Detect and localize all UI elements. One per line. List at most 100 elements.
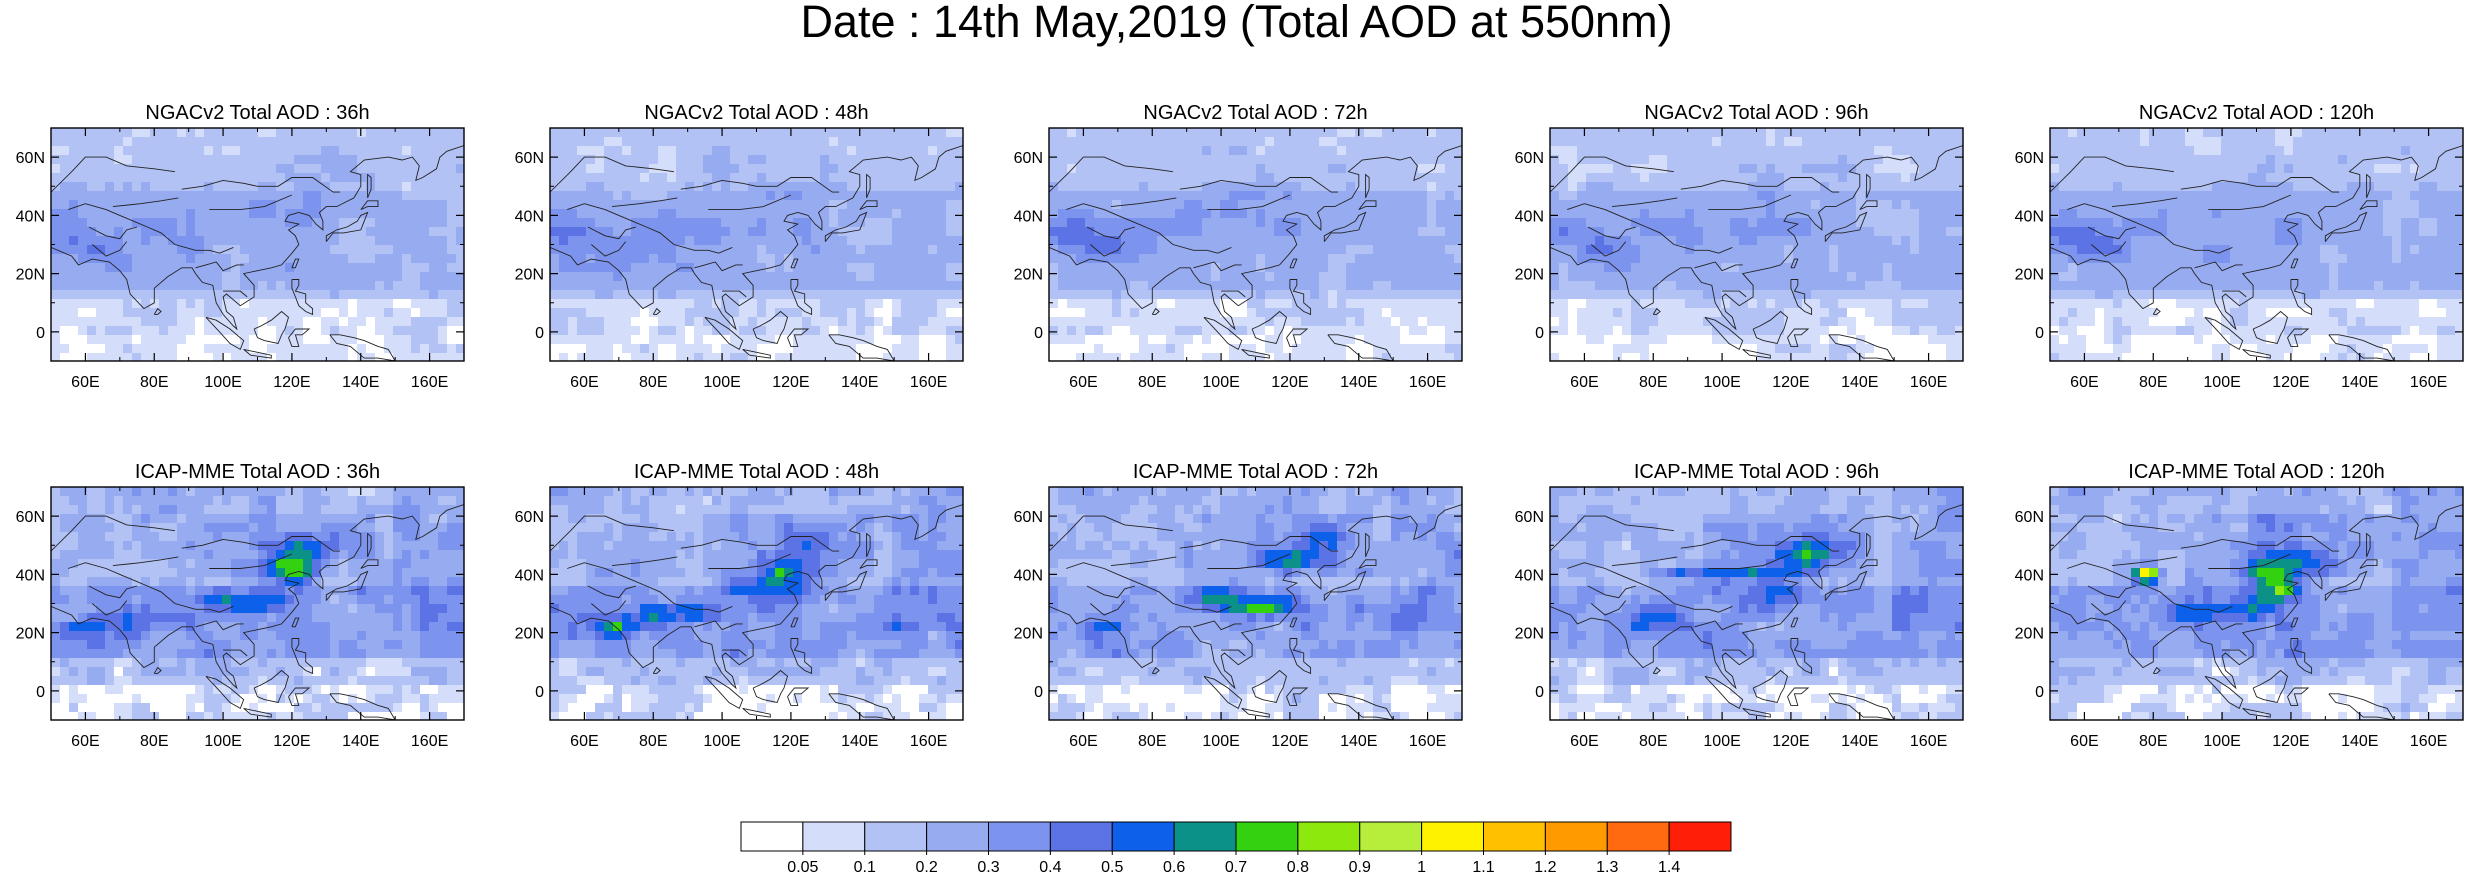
lat-tick-label: 0: [2035, 684, 2044, 701]
aod-field: [1550, 487, 1963, 720]
lat-tick-label: 60N: [515, 150, 544, 167]
panel-title: ICAP-MME Total AOD : 120h: [2128, 461, 2384, 483]
lat-tick-label: 60N: [1515, 150, 1544, 167]
map-panel: NGACv2 Total AOD : 36h 0 20N 40N 60N 60E 80E 10…: [16, 102, 465, 391]
lon-tick-label: 140E: [342, 733, 379, 750]
lon-tick-label: 140E: [1340, 374, 1377, 391]
map-panel: ICAP-MME Total AOD : 36h 0 20N 40N 60N 60E 80E…: [16, 461, 465, 750]
coastlines: [550, 504, 963, 720]
colorbar-label: 0.4: [1039, 859, 1061, 874]
lon-tick-label: 80E: [2139, 374, 2167, 391]
lon-tick-label: 160E: [1910, 733, 1947, 750]
colorbar-label: 0.6: [1163, 859, 1185, 874]
aod-field: [2050, 487, 2463, 720]
lon-tick-label: 160E: [2410, 733, 2447, 750]
lon-tick-label: 120E: [1772, 733, 1809, 750]
lon-tick-label: 100E: [2203, 733, 2240, 750]
aod-field: [51, 128, 464, 361]
lat-tick-label: 40N: [16, 208, 45, 225]
lat-tick-label: 20N: [515, 267, 544, 284]
lon-tick-label: 100E: [1202, 733, 1239, 750]
colorbar-label: 0.05: [787, 859, 818, 874]
lat-tick-label: 40N: [2015, 208, 2044, 225]
lon-tick-label: 80E: [2139, 733, 2167, 750]
lat-tick-label: 40N: [16, 567, 45, 584]
lon-tick-label: 160E: [411, 733, 448, 750]
lon-tick-label: 80E: [1138, 374, 1166, 391]
colorbar-box: [1235, 821, 1299, 852]
map-panel: NGACv2 Total AOD : 96h 0 20N 40N 60N 60E 80E 10…: [1515, 102, 1964, 391]
coastlines: [51, 145, 464, 361]
lon-tick-label: 140E: [841, 733, 878, 750]
colorbar-label: 0.8: [1287, 859, 1309, 874]
lon-tick-label: 60E: [1069, 733, 1097, 750]
lon-tick-label: 100E: [703, 374, 740, 391]
lon-tick-label: 80E: [639, 733, 667, 750]
lat-tick-label: 40N: [1515, 208, 1544, 225]
lon-tick-label: 140E: [2341, 733, 2378, 750]
lon-tick-label: 100E: [2203, 374, 2240, 391]
colorbar-box: [988, 821, 1051, 852]
colorbar-box: [1359, 821, 1423, 852]
lon-tick-label: 60E: [1069, 374, 1097, 391]
colorbar-box: [1668, 821, 1732, 852]
lon-tick-label: 120E: [273, 733, 310, 750]
lat-tick-label: 20N: [515, 626, 544, 643]
lon-tick-label: 80E: [1138, 733, 1166, 750]
coastlines: [1049, 145, 1462, 361]
lat-tick-label: 0: [1034, 325, 1043, 342]
map-panel: NGACv2 Total AOD : 72h 0 20N 40N 60N 60E 80E 10…: [1014, 102, 1463, 391]
lon-tick-label: 160E: [910, 733, 947, 750]
lon-tick-label: 80E: [639, 374, 667, 391]
aod-field: [1049, 128, 1462, 361]
lon-tick-label: 160E: [910, 374, 947, 391]
lat-tick-label: 60N: [1014, 509, 1043, 526]
lon-tick-label: 60E: [1570, 374, 1598, 391]
lon-tick-label: 160E: [1409, 374, 1446, 391]
lon-tick-label: 80E: [140, 733, 168, 750]
lon-tick-label: 60E: [71, 374, 99, 391]
map-panel: ICAP-MME Total AOD : 96h 0 20N 40N 60N 60E 80E…: [1515, 461, 1964, 750]
colorbar-label: 1.4: [1658, 859, 1680, 874]
lon-tick-label: 100E: [1202, 374, 1239, 391]
aod-field: [1550, 128, 1963, 361]
map-panel: NGACv2 Total AOD : 48h 0 20N 40N 60N 60E 80E 10…: [515, 102, 964, 391]
panel-title: ICAP-MME Total AOD : 36h: [135, 461, 380, 483]
lat-tick-label: 0: [535, 684, 544, 701]
lon-tick-label: 60E: [1570, 733, 1598, 750]
panel-title: NGACv2 Total AOD : 48h: [644, 102, 868, 124]
colorbar-box: [926, 821, 989, 852]
colorbar-label: 0.5: [1101, 859, 1123, 874]
lon-tick-label: 140E: [2341, 374, 2378, 391]
figure-title: Date : 14th May,2019 (Total AOD at 550nm…: [800, 0, 1673, 47]
coastlines: [1550, 504, 1963, 720]
colorbar-label: 1.2: [1534, 859, 1556, 874]
colorbar-label: 0.2: [916, 859, 938, 874]
lon-tick-label: 80E: [140, 374, 168, 391]
lon-tick-label: 120E: [2272, 733, 2309, 750]
lat-tick-label: 0: [36, 684, 45, 701]
map-panel: ICAP-MME Total AOD : 72h 0 20N 40N 60N 60E 80E…: [1014, 461, 1463, 750]
lon-tick-label: 60E: [2070, 374, 2098, 391]
lat-tick-label: 20N: [2015, 626, 2044, 643]
lon-tick-label: 140E: [342, 374, 379, 391]
lat-tick-label: 0: [1034, 684, 1043, 701]
coastlines: [51, 504, 464, 720]
lon-tick-label: 160E: [2410, 374, 2447, 391]
lat-tick-label: 20N: [16, 267, 45, 284]
lat-tick-label: 0: [2035, 325, 2044, 342]
colorbar-box: [1297, 821, 1361, 852]
colorbar-box: [1111, 821, 1175, 852]
lon-tick-label: 140E: [1340, 733, 1377, 750]
panel-title: ICAP-MME Total AOD : 72h: [1133, 461, 1378, 483]
lat-tick-label: 60N: [2015, 150, 2044, 167]
lat-tick-label: 60N: [1014, 150, 1043, 167]
aod-field: [51, 487, 464, 720]
lat-tick-label: 20N: [2015, 267, 2044, 284]
lon-tick-label: 100E: [1703, 733, 1740, 750]
aod-field: [550, 128, 963, 361]
colorbar-label: 0.7: [1225, 859, 1247, 874]
lat-tick-label: 40N: [515, 208, 544, 225]
